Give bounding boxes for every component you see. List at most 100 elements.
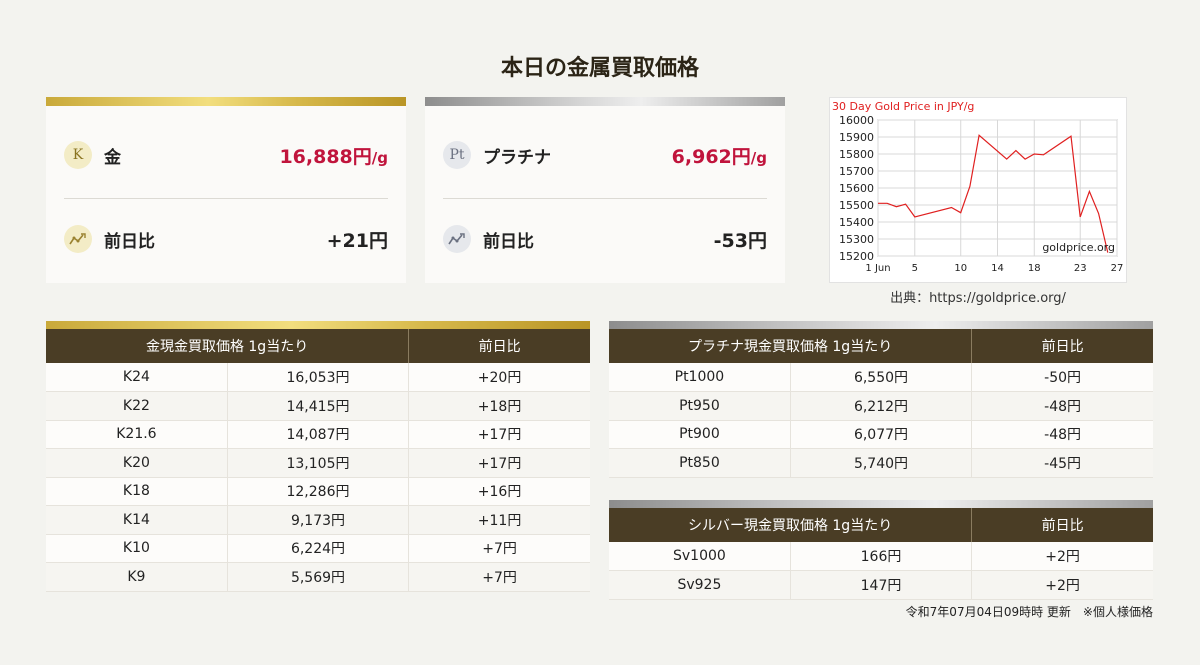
- grade-cell: Pt850: [609, 448, 791, 478]
- price-cell: 5,740円: [790, 448, 973, 478]
- gold-table-header-price: 金現金買取価格 1g当たり: [46, 329, 410, 363]
- gold-table-row: K14 9,173円 +11円: [46, 505, 590, 535]
- grade-cell: Pt900: [609, 420, 791, 449]
- price-cell: 12,286円: [227, 477, 410, 506]
- price-cell: 6,550円: [790, 363, 973, 392]
- gold-table-row: K20 13,105円 +17円: [46, 448, 590, 478]
- change-cell: +7円: [408, 534, 590, 563]
- price-cell: 5,569円: [227, 562, 410, 592]
- divider: [64, 198, 388, 199]
- platinum-table-row: Pt850 5,740円 -45円: [609, 448, 1153, 478]
- trend-chart-icon: [64, 225, 92, 253]
- gold-table-bar: [46, 321, 590, 329]
- price-cell: 13,105円: [227, 448, 410, 478]
- grade-cell: K9: [46, 562, 228, 592]
- grade-cell: Pt1000: [609, 363, 791, 392]
- gold-badge-icon: K: [64, 141, 92, 169]
- x-tick-label: 14: [991, 263, 1004, 274]
- silver-table-header-price: シルバー現金買取価格 1g当たり: [609, 508, 973, 542]
- gold-price: 16,888円/g: [279, 145, 388, 168]
- platinum-price: 6,962円/g: [671, 145, 767, 168]
- y-tick-label: 15200: [839, 250, 874, 263]
- y-tick-label: 15900: [839, 131, 874, 144]
- price-series-line: [878, 134, 1109, 253]
- gold-table-row: K24 16,053円 +20円: [46, 363, 590, 392]
- grade-cell: K22: [46, 391, 228, 421]
- platinum-table-bar: [609, 321, 1153, 329]
- divider: [443, 198, 767, 199]
- change-cell: -50円: [971, 363, 1153, 392]
- change-cell: +2円: [971, 570, 1153, 600]
- y-tick-label: 15400: [839, 216, 874, 229]
- page-title: 本日の金属買取価格: [500, 55, 699, 81]
- gold-table-row: K10 6,224円 +7円: [46, 534, 590, 563]
- silver-price-table: シルバー現金買取価格 1g当たり 前日比 Sv1000 166円 +2円 Sv925 1…: [609, 500, 1153, 600]
- gold-change-label: 前日比: [104, 231, 155, 252]
- platinum-badge-icon: Pt: [443, 141, 471, 169]
- platinum-table-header-price: プラチナ現金買取価格 1g当たり: [609, 329, 973, 363]
- change-cell: +7円: [408, 562, 590, 592]
- price-cell: 14,087円: [227, 420, 410, 449]
- x-tick-label: 23: [1074, 263, 1087, 274]
- gold-price-card: K 金 16,888円/g 前日比 +21円: [46, 97, 406, 283]
- price-cell: 6,212円: [790, 391, 973, 421]
- chart-source: 出典：https://goldprice.org/: [890, 291, 1066, 306]
- x-tick-label: 27: [1111, 263, 1124, 274]
- chart-watermark: goldprice.org: [1042, 241, 1115, 254]
- grade-cell: Sv1000: [609, 542, 791, 571]
- silver-table-header-change: 前日比: [971, 508, 1153, 542]
- x-tick-label: 5: [912, 263, 918, 274]
- change-cell: +11円: [408, 505, 590, 535]
- y-tick-label: 15600: [839, 182, 874, 195]
- trend-chart-icon: [443, 225, 471, 253]
- silver-table-row: Sv1000 166円 +2円: [609, 542, 1153, 571]
- gold-table-row: K21.6 14,087円 +17円: [46, 420, 590, 449]
- update-note: 令和7年07月04日09時時 更新 ※個人様価格: [905, 605, 1153, 619]
- y-tick-label: 15800: [839, 148, 874, 161]
- platinum-table-row: Pt900 6,077円 -48円: [609, 420, 1153, 449]
- price-cell: 6,224円: [227, 534, 410, 563]
- platinum-table-header-change: 前日比: [971, 329, 1153, 363]
- platinum-price-card: Pt プラチナ 6,962円/g 前日比 -53円: [425, 97, 785, 283]
- grade-cell: K10: [46, 534, 228, 563]
- grade-cell: K24: [46, 363, 228, 392]
- change-cell: +20円: [408, 363, 590, 392]
- y-tick-label: 15700: [839, 165, 874, 178]
- gold-card-bar: [46, 97, 406, 106]
- platinum-change-value: -53円: [713, 229, 767, 252]
- platinum-change-label: 前日比: [483, 231, 534, 252]
- y-tick-label: 15300: [839, 233, 874, 246]
- y-tick-label: 15500: [839, 199, 874, 212]
- change-cell: +17円: [408, 448, 590, 478]
- platinum-table-row: Pt1000 6,550円 -50円: [609, 363, 1153, 392]
- change-cell: +17円: [408, 420, 590, 449]
- change-cell: -48円: [971, 391, 1153, 421]
- grade-cell: Sv925: [609, 570, 791, 600]
- change-cell: -45円: [971, 448, 1153, 478]
- gold-price-chart: 30 Day Gold Price in JPY/g 16000 15900 1580…: [829, 97, 1127, 283]
- price-cell: 6,077円: [790, 420, 973, 449]
- price-cell: 16,053円: [227, 363, 410, 392]
- grade-cell: K18: [46, 477, 228, 506]
- chart-title: 30 Day Gold Price in JPY/g: [832, 100, 974, 113]
- silver-table-row: Sv925 147円 +2円: [609, 570, 1153, 600]
- gold-table-row: K22 14,415円 +18円: [46, 391, 590, 421]
- x-tick-label: 10: [954, 263, 967, 274]
- price-cell: 147円: [790, 570, 973, 600]
- platinum-name: プラチナ: [483, 147, 551, 168]
- x-tick-label: 18: [1028, 263, 1041, 274]
- gold-table-header-change: 前日比: [408, 329, 590, 363]
- x-tick-label: 1 Jun: [865, 263, 890, 274]
- gold-name: 金: [104, 147, 121, 168]
- price-cell: 166円: [790, 542, 973, 571]
- platinum-price-table: プラチナ現金買取価格 1g当たり 前日比 Pt1000 6,550円 -50円 Pt9…: [609, 321, 1153, 478]
- gold-price-table: 金現金買取価格 1g当たり 前日比 K24 16,053円 +20円 K22 14,41…: [46, 321, 590, 592]
- platinum-card-bar: [425, 97, 785, 106]
- price-cell: 14,415円: [227, 391, 410, 421]
- silver-table-bar: [609, 500, 1153, 508]
- change-cell: -48円: [971, 420, 1153, 449]
- grade-cell: Pt950: [609, 391, 791, 421]
- grade-cell: K21.6: [46, 420, 228, 449]
- platinum-table-row: Pt950 6,212円 -48円: [609, 391, 1153, 421]
